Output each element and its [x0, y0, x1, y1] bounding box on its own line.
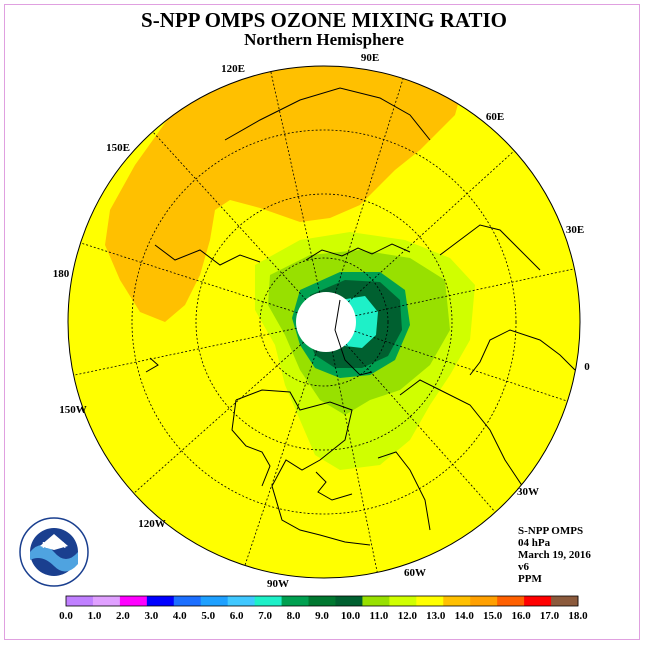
lon-label-60e: 60E [486, 111, 504, 123]
colorbar-tick-label: 1.0 [88, 610, 102, 622]
lon-label-150e: 150E [106, 142, 130, 154]
colorbar-tick-label: 11.0 [370, 610, 389, 622]
map-subtitle: Northern Hemisphere [244, 30, 404, 49]
logo-text: NOAA [42, 541, 66, 550]
meridian-line [69, 327, 297, 377]
colorbar-tick-label: 5.0 [201, 610, 215, 622]
colorbar-swatch [362, 596, 390, 606]
colorbar-tick-label: 2.0 [116, 610, 130, 622]
colorbar-swatch [173, 596, 202, 606]
colorbar-outline [65, 595, 579, 607]
missing-data-pole [296, 292, 356, 352]
colorbar-tick-label: 17.0 [540, 610, 560, 622]
logo-wave [30, 545, 78, 572]
colorbar-tick-label: 14.0 [455, 610, 475, 622]
lon-label-30w: 30W [517, 486, 539, 498]
info-units: PPM [518, 573, 542, 585]
colorbar-swatch [146, 596, 175, 606]
colorbar-swatch [66, 596, 94, 606]
frame-border [4, 4, 640, 640]
colorbar-tick-label: 6.0 [230, 610, 244, 622]
meridian-line [269, 67, 321, 293]
map-title: S-NPP OMPS OZONE MIXING RATIO [141, 8, 507, 32]
colorbar-tick-label: 10.0 [341, 610, 361, 622]
meridians [69, 67, 579, 577]
colorbar-swatch [551, 596, 579, 606]
noaa-logo: NOAA [19, 517, 89, 587]
lon-label-150w: 150W [59, 404, 87, 416]
colorbar-tick-label: 3.0 [144, 610, 158, 622]
info-version: v6 [518, 561, 529, 573]
colorbar-tick-label: 13.0 [426, 610, 446, 622]
longitude-labels: 90E 60E 30E 0 30W 60W 90W 120W 150W 180 … [53, 52, 591, 590]
colorbar-tick-label: 15.0 [483, 610, 503, 622]
colorbar-swatch [281, 596, 310, 606]
colorbar-swatch [254, 596, 283, 606]
high-region-north [105, 66, 470, 322]
graticule [131, 129, 517, 515]
colorbar-swatch [92, 596, 121, 606]
colorbar-tick-label: 8.0 [287, 610, 301, 622]
colorbar-tick-label: 7.0 [258, 610, 272, 622]
ozone-field [68, 66, 580, 578]
meridian-line [130, 341, 304, 497]
colorbar-swatch [389, 596, 417, 606]
lon-label-30e: 30E [566, 224, 584, 236]
colorbar-tick-label: 4.0 [173, 610, 187, 622]
colorbar-swatch [497, 596, 525, 606]
lon-label-60w: 60W [404, 567, 426, 579]
colorbar: 0.0 1.0 2.0 3.0 4.0 5.0 6.0 7.0 8.0 9.0 10.0 11.0 12… [59, 595, 588, 622]
info-date: March 19, 2016 [518, 549, 591, 561]
lon-label-180: 180 [53, 268, 70, 280]
lon-label-0: 0 [584, 361, 590, 373]
colorbar-tick-label: 0.0 [59, 610, 73, 622]
colorbar-swatch [416, 596, 444, 606]
meridian-line [149, 128, 307, 300]
colorbar-tick-label: 18.0 [568, 610, 588, 622]
lon-label-90w: 90W [267, 578, 289, 590]
colorbar-swatch [443, 596, 471, 606]
lon-label-120e: 120E [221, 63, 245, 75]
colorbar-swatch [227, 596, 256, 606]
colorbar-swatch [524, 596, 552, 606]
lon-label-90e: 90E [361, 52, 379, 64]
meridian-line [76, 241, 298, 314]
colorbar-tick-label: 9.0 [315, 610, 329, 622]
map-boundary [67, 65, 581, 579]
meridian-line [243, 350, 318, 570]
info-level: 04 hPa [518, 537, 551, 549]
logo-bird [40, 534, 68, 550]
colorbar-swatch [308, 596, 336, 606]
colorbar-swatch [335, 596, 363, 606]
colorbar-swatch [119, 596, 148, 606]
colorbar-swatch [470, 596, 498, 606]
colorbar-tick-label: 16.0 [511, 610, 531, 622]
colorbar-swatch [200, 596, 229, 606]
lon-label-120w: 120W [138, 518, 166, 530]
info-instrument: S-NPP OMPS [518, 525, 584, 537]
colorbar-tick-label: 12.0 [398, 610, 418, 622]
